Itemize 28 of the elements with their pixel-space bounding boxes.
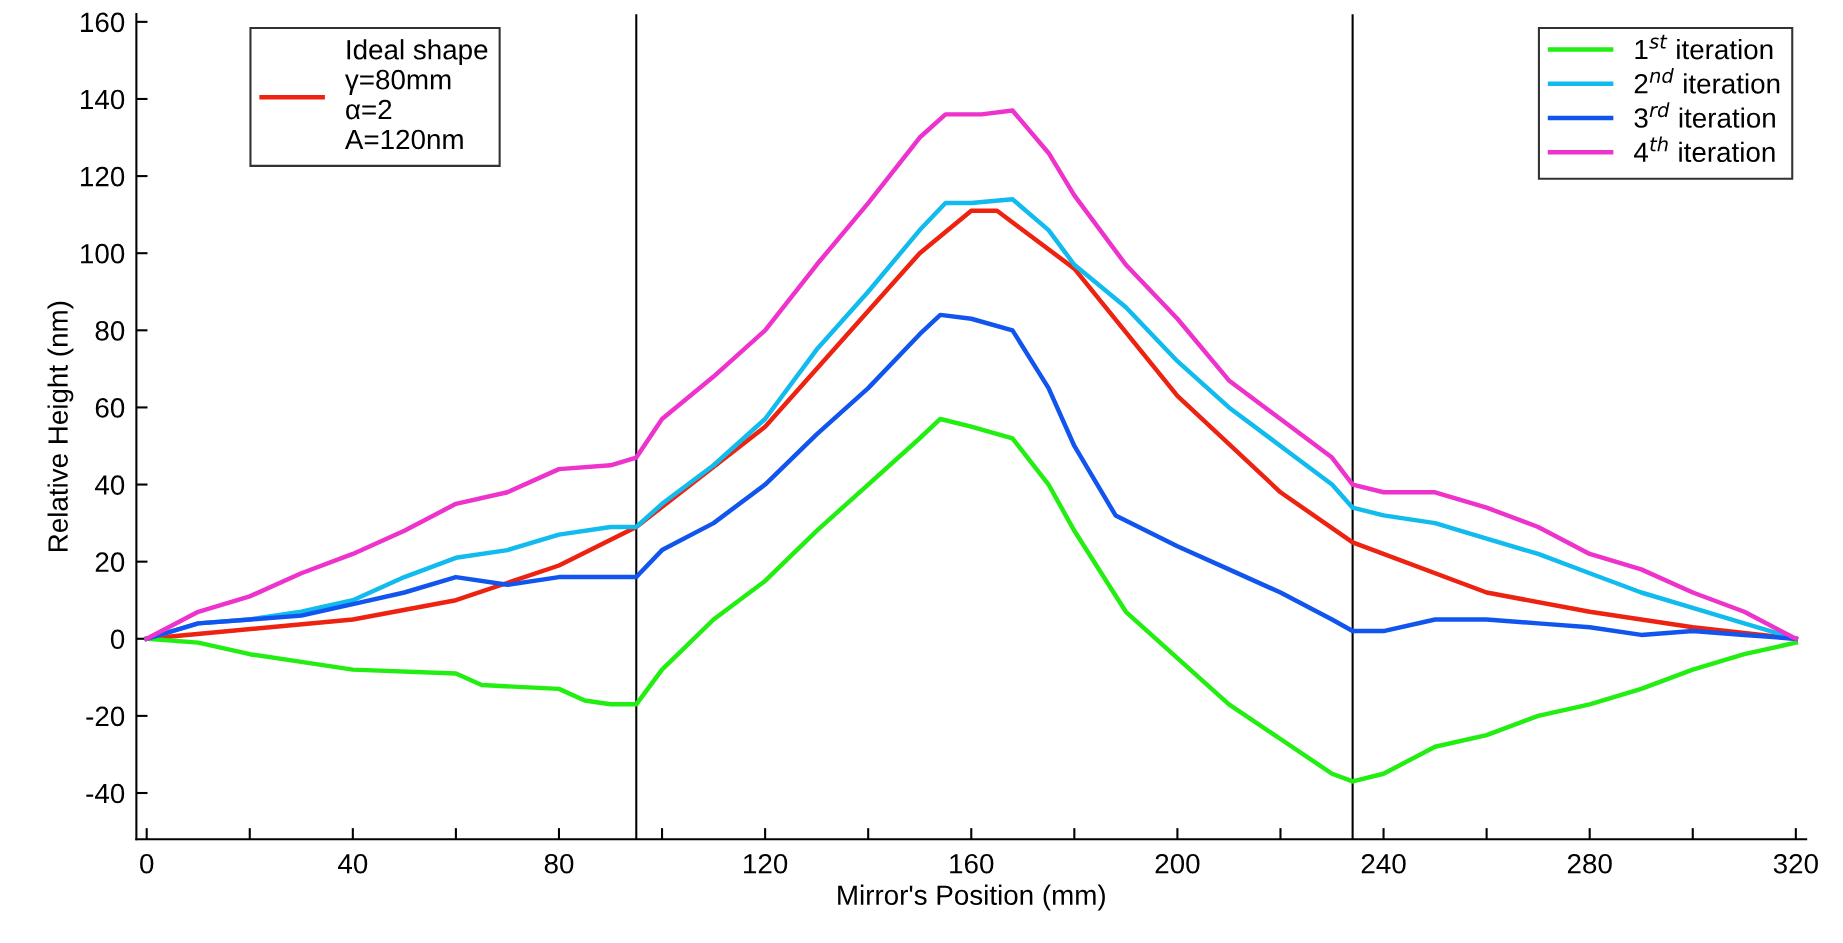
legend-label: 4$^{th}$ iteration [1634,136,1775,163]
x-tick-label: 280 [1567,853,1612,874]
legend-label: Ideal shape γ=80mm α=2 A=120nm [344,39,488,150]
legend-label: 1$^{st}$ iteration [1635,34,1773,60]
y-tick-label: 160 [81,12,125,33]
x-tick-label: 160 [950,853,994,874]
y-tick-label: 80 [95,320,125,341]
x-tick-label: 80 [544,853,574,874]
legend-label: 2$^{nd}$ iteration [1634,67,1780,94]
y-tick-label: 60 [95,398,125,418]
y-tick-label: 20 [95,552,125,572]
y-tick-label: 100 [81,243,125,264]
y-tick-label: 40 [95,475,125,495]
y-axis-title: Relative Height (nm) [47,301,74,552]
x-tick-label: 120 [744,853,788,874]
x-tick-label: 240 [1361,853,1406,874]
x-tick-label: 320 [1773,853,1818,874]
y-tick-label: 120 [81,166,125,187]
x-tick-label: 200 [1155,853,1200,874]
x-axis-title: Mirror's Position (mm) [838,884,1105,911]
x-tick-label: 0 [140,853,154,874]
y-tick-label: -20 [86,706,125,727]
line-series [144,416,1799,784]
x-tick-label: 40 [338,853,368,874]
y-tick-label: 140 [81,89,125,110]
legend-label: 3$^{rd}$ iteration [1634,102,1775,128]
y-tick-label: -40 [86,783,125,804]
y-tick-label: 0 [110,629,125,650]
